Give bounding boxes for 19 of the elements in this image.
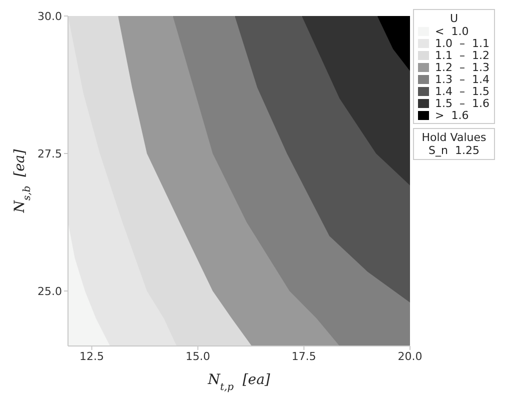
text: S_n 1.25	[428, 144, 480, 157]
y-tick-label: 25.0	[38, 284, 62, 298]
legend-label: 1.3 – 1.4	[435, 72, 490, 86]
x-axis-title: N$_{t,p}$ [ea]	[206, 372, 271, 392]
legend-title: U	[448, 12, 460, 25]
legend-label: 1.2 – 1.3	[435, 60, 490, 74]
legend-label: 1.0 – 1.1	[435, 36, 490, 50]
legend-label: > 1.6	[435, 108, 470, 122]
legend-label: 1.4 – 1.5	[435, 84, 490, 98]
y-tick-label: 30.0	[38, 10, 62, 23]
legend-label: 1.1 – 1.2	[435, 48, 490, 62]
x-tick-label: 15.0	[186, 350, 210, 363]
text: Hold Values	[420, 131, 488, 144]
x-tick-label: 20.0	[398, 350, 422, 363]
x-tick-label: 17.5	[292, 350, 316, 363]
legend-label: < 1.0	[435, 24, 470, 38]
x-tick-label: 12.5	[80, 350, 104, 363]
legend-label: 1.5 – 1.6	[435, 96, 490, 110]
y-tick-label: 27.5	[38, 147, 62, 160]
